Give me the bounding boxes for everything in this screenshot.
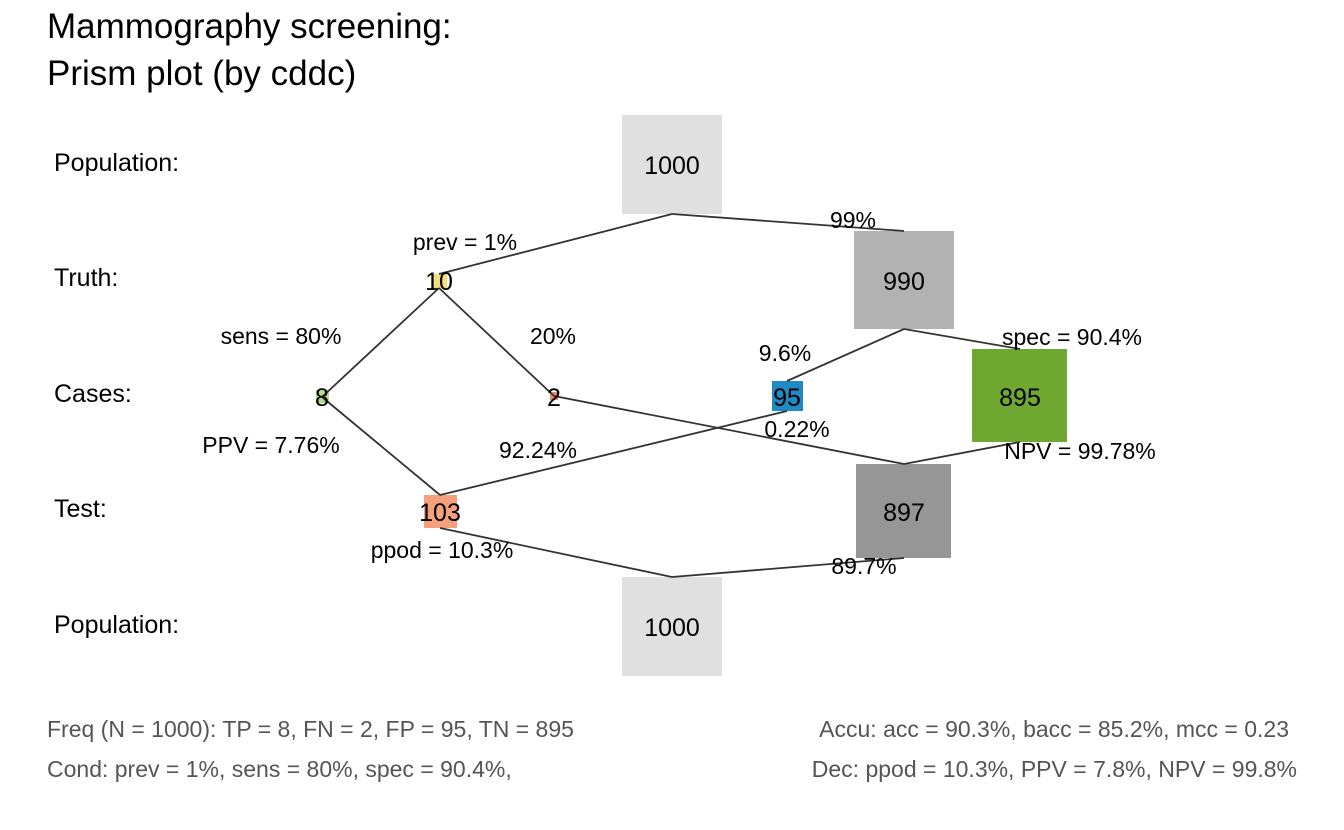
node-value-population-bottom: 1000	[644, 614, 700, 642]
footer-freq: Freq (N = 1000): TP = 8, FN = 2, FP = 95…	[47, 716, 574, 742]
row-label-truth: Truth:	[54, 264, 118, 292]
edge-tn-to-dec-neg	[903, 441, 1021, 465]
edge-cond-false-to-fp	[786, 328, 905, 382]
title-line-1: Mammography screening:	[47, 7, 452, 46]
edge-fp-to-dec-pos	[439, 410, 788, 496]
node-value-dec-neg: 897	[883, 499, 925, 527]
node-value-fn: 2	[547, 384, 561, 412]
footer-dec: Dec: ppod = 10.3%, PPV = 7.8%, NPV = 99.…	[812, 756, 1297, 782]
edge-label-for: 0.22%	[764, 416, 829, 442]
title-line-2: Prism plot (by cddc)	[47, 54, 356, 93]
edge-cond-true-to-fn	[438, 287, 555, 397]
edge-label-not-prev: 99%	[830, 207, 876, 233]
edge-label-npv: NPV = 99.78%	[1004, 438, 1156, 464]
edge-label-not-ppod: 89.7%	[831, 553, 896, 579]
row-label-cases: Cases:	[54, 380, 132, 408]
footer-accu: Accu: acc = 90.3%, bacc = 85.2%, mcc = 0…	[819, 716, 1289, 742]
edge-label-fdr: 92.24%	[499, 437, 577, 463]
edge-pop-to-cond-true	[438, 213, 673, 275]
edge-dec-neg-to-pop	[671, 557, 905, 578]
node-box-fp	[772, 381, 803, 411]
edge-tp-to-dec-pos	[321, 396, 441, 496]
node-value-cond-true: 10	[425, 268, 453, 296]
footer-cond: Cond: prev = 1%, sens = 80%, spec = 90.4…	[47, 756, 512, 782]
edges	[321, 213, 1021, 578]
node-value-cond-false: 990	[883, 268, 925, 296]
node-box-cond-true	[431, 274, 447, 288]
node-box-tn	[972, 349, 1067, 442]
node-value-fp: 95	[773, 384, 801, 412]
edge-label-spec: spec = 90.4%	[1002, 324, 1142, 350]
edge-label-ppv: PPV = 7.76%	[202, 432, 339, 458]
node-value-dec-pos: 103	[419, 499, 461, 527]
node-box-dec-pos	[424, 495, 457, 528]
node-box-dec-neg	[856, 464, 951, 558]
row-label-population-bottom: Population:	[54, 611, 179, 639]
node-box-population-top	[622, 115, 722, 214]
edge-label-miss: 20%	[530, 323, 576, 349]
edge-label-prev: prev = 1%	[413, 229, 517, 255]
edge-cond-false-to-tn	[903, 328, 1021, 350]
edge-dec-pos-to-pop	[439, 527, 673, 578]
edge-label-sens: sens = 80%	[221, 323, 342, 349]
row-label-test: Test:	[54, 495, 107, 523]
edge-fn-to-dec-neg	[553, 395, 905, 465]
node-value-tp: 8	[315, 384, 329, 412]
edge-label-fart: 9.6%	[759, 340, 811, 366]
edge-pop-to-cond-false	[671, 213, 905, 232]
edge-cond-true-to-tp	[321, 287, 440, 398]
row-label-population-top: Population:	[54, 149, 179, 177]
node-value-population-top: 1000	[644, 152, 700, 180]
node-box-cond-false	[854, 231, 954, 329]
edge-label-ppod: ppod = 10.3%	[371, 537, 514, 563]
node-value-tn: 895	[999, 384, 1041, 412]
node-box-population-bottom	[622, 577, 722, 676]
